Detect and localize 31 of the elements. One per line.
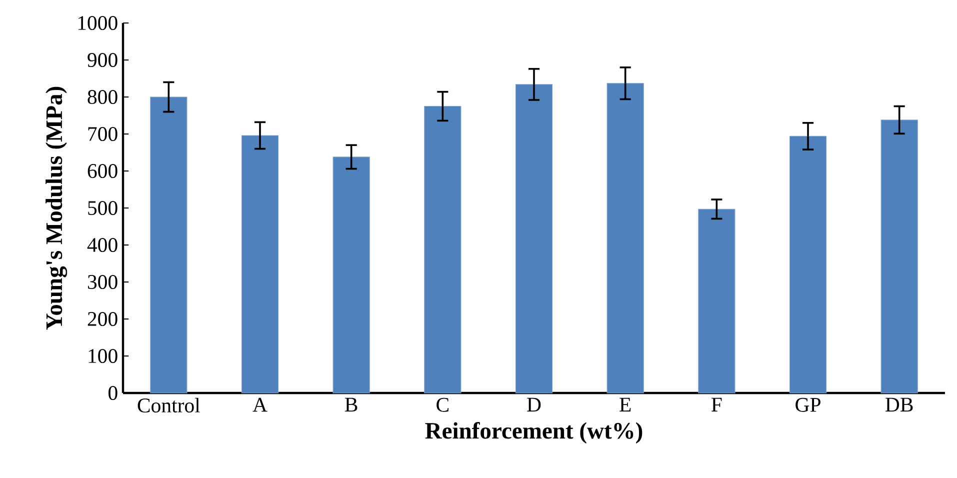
y-tick-label: 500 xyxy=(88,200,118,215)
x-tick-label: E xyxy=(620,398,631,412)
x-tick-label: C xyxy=(436,398,448,412)
y-tick-label: 800 xyxy=(88,90,118,104)
bar xyxy=(789,136,827,394)
bar xyxy=(880,120,918,394)
bar xyxy=(606,83,644,394)
bar xyxy=(424,106,462,394)
y-tick-label: 300 xyxy=(88,274,118,289)
y-tick-label: 600 xyxy=(88,164,118,178)
y-tick-label: 0 xyxy=(108,386,118,400)
bar xyxy=(332,156,370,394)
bar xyxy=(150,96,188,394)
bar xyxy=(515,84,553,394)
y-axis-title: Young's Modulus (MPa) xyxy=(46,86,68,330)
y-tick-label: 100 xyxy=(88,348,118,363)
x-tick-label: GP xyxy=(796,398,820,412)
bar xyxy=(241,135,279,394)
x-tick-label: B xyxy=(345,398,358,412)
bar xyxy=(698,208,736,394)
x-tick-label: A xyxy=(252,398,268,412)
y-tick-label: 900 xyxy=(88,52,118,67)
y-tick-label: 1000 xyxy=(78,16,118,30)
x-tick-label: F xyxy=(712,398,722,412)
y-tick-label: 700 xyxy=(88,126,118,141)
x-tick-label: D xyxy=(527,398,541,412)
x-axis-title: Reinforcement (wt%) xyxy=(425,422,642,444)
y-tick-label: 400 xyxy=(87,238,118,252)
y-tick-label: 200 xyxy=(88,312,118,326)
x-tick-label: Control xyxy=(138,398,200,412)
x-tick-label: DB xyxy=(886,398,913,412)
